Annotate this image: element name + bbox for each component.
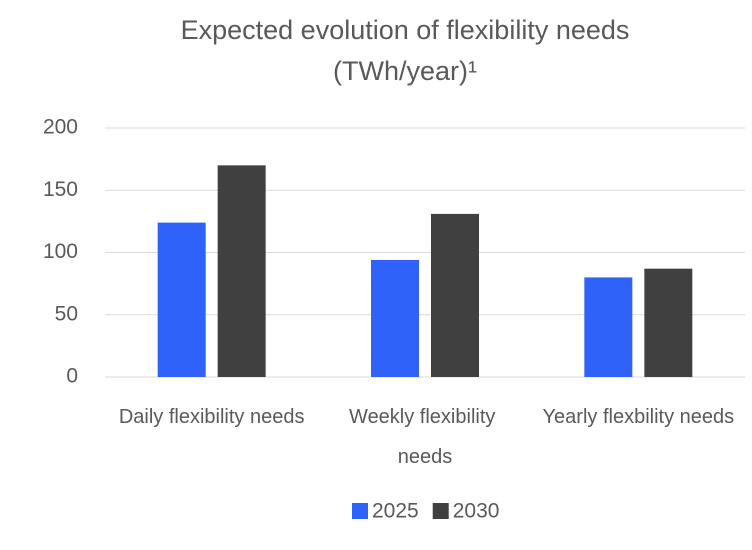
- x-tick-label: Daily flexibility needs: [119, 406, 305, 428]
- bar: [371, 259, 419, 377]
- chart-title: (TWh/year)¹: [333, 56, 477, 86]
- y-tick-label: 200: [43, 116, 78, 139]
- x-tick-label: Yearly flexbility needs: [543, 406, 735, 428]
- bar: [644, 268, 693, 377]
- bar: [217, 165, 266, 377]
- x-tick-label: Weekly flexibility needs: [349, 406, 501, 468]
- bar: [157, 222, 206, 377]
- bar: [431, 213, 479, 377]
- legend-swatch: [432, 503, 449, 519]
- chart-title: Expected evolution of flexibility needs: [181, 15, 630, 45]
- legend-swatch: [352, 503, 368, 519]
- y-tick-label: 0: [66, 365, 78, 388]
- y-tick-label: 150: [43, 178, 78, 201]
- y-tick-label: 100: [43, 240, 78, 263]
- bar: [584, 277, 633, 377]
- y-tick-label: 50: [55, 302, 78, 325]
- legend-label: 2030: [453, 500, 500, 523]
- legend-label: 2025: [372, 500, 419, 523]
